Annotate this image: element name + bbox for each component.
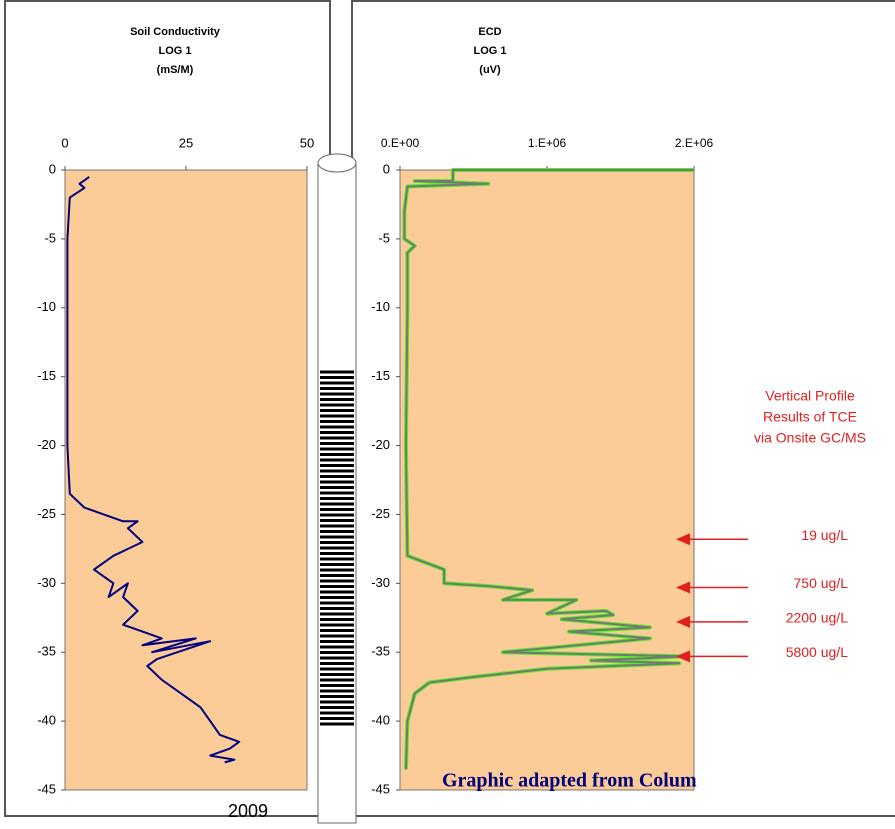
y-tick-label: -15: [371, 368, 390, 383]
caption: Graphic adapted from Colum: [442, 770, 697, 792]
chart-title: Soil Conductivity: [130, 26, 221, 38]
note: Results of TCE: [763, 409, 857, 425]
annotation: 750 ug/L: [794, 575, 849, 591]
arrow-head: [676, 533, 690, 546]
chart-title: (uV): [479, 64, 501, 76]
chart-title: LOG 1: [473, 45, 506, 57]
chart-title: ECD: [478, 26, 501, 38]
y-tick-label: -45: [37, 781, 56, 796]
x-tick-label: 50: [300, 135, 314, 150]
chart-title: LOG 1: [158, 45, 191, 57]
y-tick-label: 0: [49, 161, 56, 176]
y-tick-label: -30: [371, 575, 390, 590]
note: via Onsite GC/MS: [754, 430, 866, 446]
plot-area: [399, 169, 695, 791]
y-tick-label: -40: [371, 713, 390, 728]
y-tick-label: -45: [371, 781, 390, 796]
y-tick-label: -35: [37, 644, 56, 659]
y-tick-label: -40: [37, 713, 56, 728]
x-tick-label: 0: [61, 135, 68, 150]
year: 2009: [228, 801, 268, 821]
borehole-top: [317, 153, 357, 173]
arrow-head: [676, 581, 690, 594]
y-tick-label: -10: [371, 299, 390, 314]
y-tick-label: -20: [37, 437, 56, 452]
arrow-head: [676, 615, 690, 628]
y-tick-label: -25: [371, 506, 390, 521]
data-line: [403, 169, 694, 770]
y-tick-label: -15: [37, 368, 56, 383]
y-tick-label: -5: [378, 230, 390, 245]
y-tick-label: -35: [371, 644, 390, 659]
x-tick-label: 25: [179, 135, 193, 150]
y-tick-label: -25: [37, 506, 56, 521]
y-tick-label: -5: [44, 230, 56, 245]
x-tick-label: 1.E+06: [528, 136, 567, 150]
x-tick-label: 2.E+06: [675, 136, 714, 150]
x-tick-label: 0.E+00: [381, 136, 420, 150]
y-tick-label: -20: [371, 437, 390, 452]
plot-area: [64, 169, 308, 791]
y-tick-label: -30: [37, 575, 56, 590]
annotation: 19 ug/L: [801, 527, 848, 543]
chart-title: (mS/M): [157, 64, 194, 76]
arrow-head: [676, 650, 690, 663]
y-tick-label: -10: [37, 299, 56, 314]
data-line: [66, 176, 241, 764]
annotation: 5800 ug/L: [786, 644, 848, 660]
note: Vertical Profile: [765, 388, 855, 404]
y-tick-label: 0: [383, 161, 390, 176]
annotation: 2200 ug/L: [786, 610, 848, 626]
